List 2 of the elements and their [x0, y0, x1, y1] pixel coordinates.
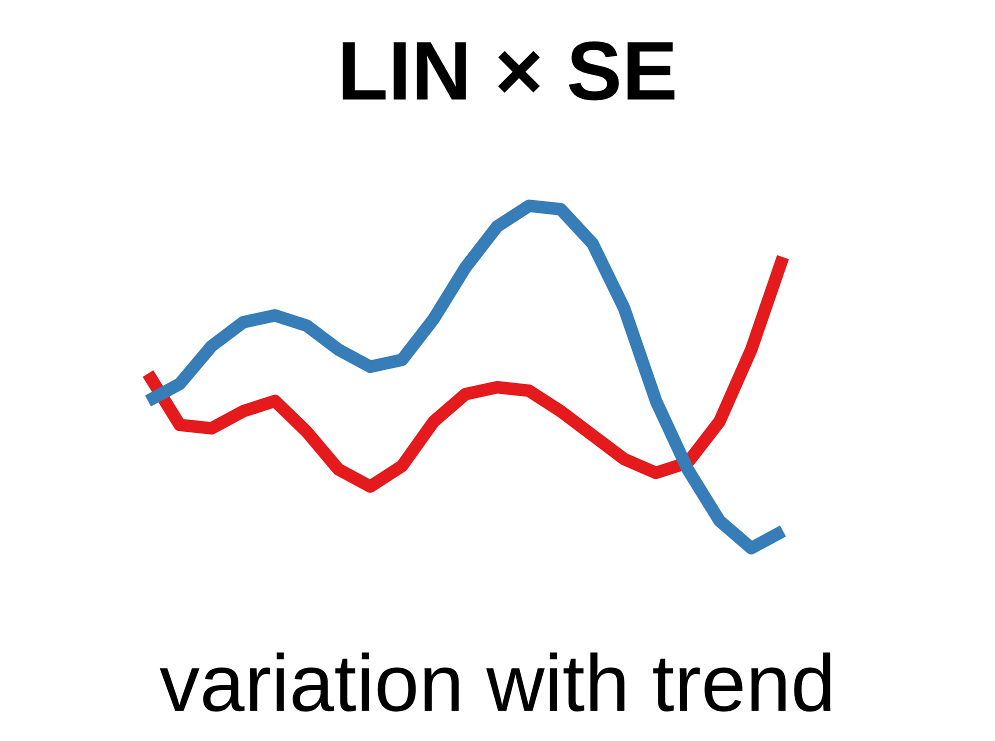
text: variation with trend — [160, 652, 830, 712]
chart-title: LIN × SE — [342, 41, 674, 100]
